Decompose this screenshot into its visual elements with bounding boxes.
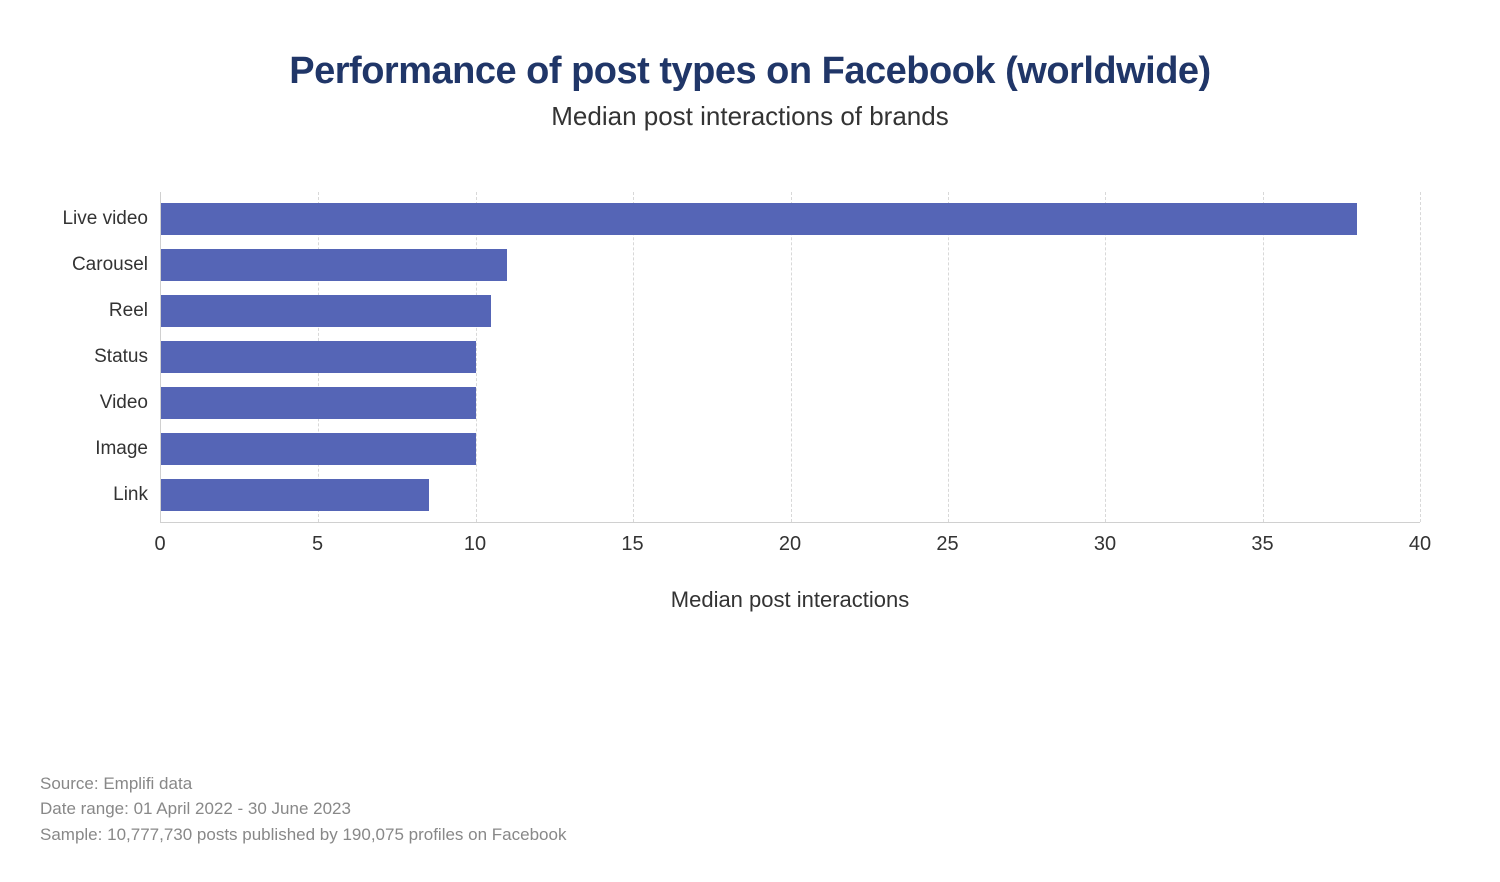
x-axis-label: Median post interactions (160, 587, 1420, 613)
bar (161, 249, 507, 281)
footer-daterange: Date range: 01 April 2022 - 30 June 2023 (40, 796, 566, 822)
chart-title: Performance of post types on Facebook (w… (40, 50, 1460, 93)
bar-slot (161, 472, 1420, 518)
footer-source-value: Emplifi data (103, 774, 192, 793)
bar (161, 479, 429, 511)
footer-source-label: Source: (40, 774, 99, 793)
footer-daterange-value: 01 April 2022 - 30 June 2023 (134, 799, 351, 818)
bar (161, 433, 476, 465)
y-axis-label: Reel (60, 288, 160, 334)
footer-daterange-label: Date range: (40, 799, 129, 818)
bar-slot (161, 196, 1420, 242)
footer-sample-label: Sample: (40, 825, 102, 844)
y-axis-label: Live video (60, 196, 160, 242)
y-axis-label: Link (60, 472, 160, 518)
bar-slot (161, 380, 1420, 426)
x-axis-tick: 35 (1251, 533, 1273, 556)
chart-header: Performance of post types on Facebook (w… (40, 50, 1460, 132)
x-axis-tick: 25 (936, 533, 958, 556)
bar-slot (161, 242, 1420, 288)
gridline (1420, 192, 1421, 522)
x-axis-tick: 40 (1409, 533, 1431, 556)
x-axis-tick: 30 (1094, 533, 1116, 556)
bars-container (161, 192, 1420, 522)
y-axis-label: Video (60, 380, 160, 426)
x-axis-tick: 15 (621, 533, 643, 556)
footer-sample: Sample: 10,777,730 posts published by 19… (40, 822, 566, 848)
bar-slot (161, 288, 1420, 334)
bar (161, 295, 491, 327)
bar (161, 341, 476, 373)
x-axis-tick: 0 (154, 533, 165, 556)
x-axis-tick: 20 (779, 533, 801, 556)
bar (161, 203, 1357, 235)
chart-area: Live videoCarouselReelStatusVideoImageLi… (60, 192, 1420, 613)
bar-slot (161, 426, 1420, 472)
x-axis-ticks: 0510152025303540 (160, 523, 1420, 563)
footer-source: Source: Emplifi data (40, 771, 566, 797)
chart-subtitle: Median post interactions of brands (40, 101, 1460, 132)
y-axis-label: Status (60, 334, 160, 380)
y-axis-label: Image (60, 426, 160, 472)
y-axis-labels: Live videoCarouselReelStatusVideoImageLi… (60, 192, 160, 523)
bar-slot (161, 334, 1420, 380)
bar (161, 387, 476, 419)
x-axis-tick: 10 (464, 533, 486, 556)
y-axis-label: Carousel (60, 242, 160, 288)
x-axis-tick: 5 (312, 533, 323, 556)
footer-sample-value: 10,777,730 posts published by 190,075 pr… (107, 825, 566, 844)
plot-region (160, 192, 1420, 523)
chart-footer: Source: Emplifi data Date range: 01 Apri… (40, 771, 566, 848)
